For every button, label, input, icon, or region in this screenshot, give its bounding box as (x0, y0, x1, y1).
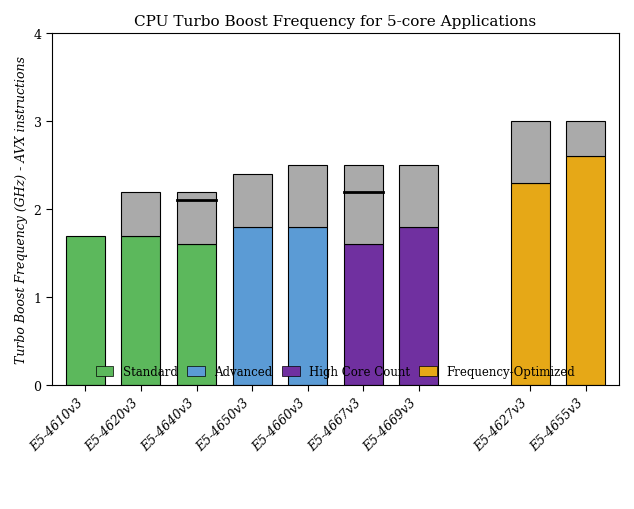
Bar (288, 166, 327, 228)
Legend: Standard, Advanced, High Core Count, Frequency-Optimized: Standard, Advanced, High Core Count, Fre… (91, 360, 580, 383)
Bar (510, 122, 550, 184)
Bar (122, 236, 160, 385)
Bar (66, 236, 105, 385)
Bar (566, 122, 605, 157)
Bar (233, 228, 271, 385)
Bar (566, 157, 605, 385)
Bar (177, 245, 216, 385)
Y-axis label: Turbo Boost Frequency (GHz) - AVX instructions: Turbo Boost Frequency (GHz) - AVX instru… (15, 56, 28, 363)
Bar (344, 166, 383, 245)
Bar (399, 166, 438, 228)
Bar (399, 228, 438, 385)
Bar (177, 192, 216, 245)
Bar (288, 228, 327, 385)
Bar (233, 175, 271, 228)
Bar (344, 245, 383, 385)
Bar (122, 192, 160, 236)
Bar (510, 184, 550, 385)
Title: CPU Turbo Boost Frequency for 5-core Applications: CPU Turbo Boost Frequency for 5-core App… (134, 15, 536, 29)
